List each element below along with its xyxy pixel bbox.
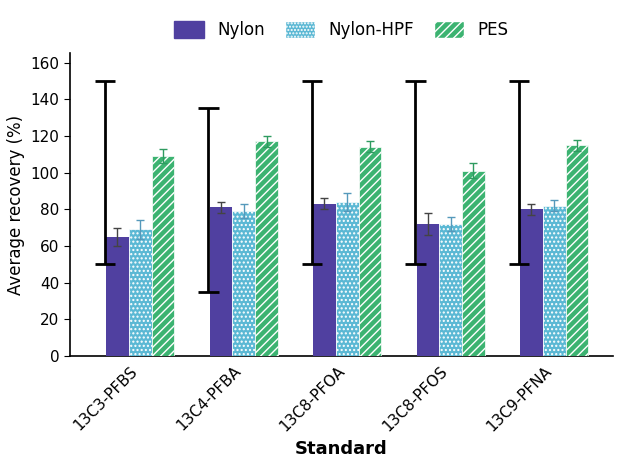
Bar [232, 211, 255, 356]
Bar [440, 224, 462, 356]
Bar [565, 145, 588, 356]
Bar [106, 237, 129, 356]
Bar [210, 207, 232, 356]
Bar [358, 147, 381, 356]
Bar [313, 204, 336, 356]
Bar [520, 209, 543, 356]
Bar [462, 171, 485, 356]
Bar [152, 156, 174, 356]
Bar [129, 230, 152, 356]
Legend: Nylon, Nylon-HPF, PES: Nylon, Nylon-HPF, PES [167, 14, 515, 46]
Y-axis label: Average recovery (%): Average recovery (%) [7, 115, 25, 295]
Bar [255, 141, 278, 356]
Bar [336, 202, 358, 356]
X-axis label: Standard: Standard [295, 440, 388, 458]
Bar [417, 224, 440, 356]
Bar [543, 206, 565, 356]
